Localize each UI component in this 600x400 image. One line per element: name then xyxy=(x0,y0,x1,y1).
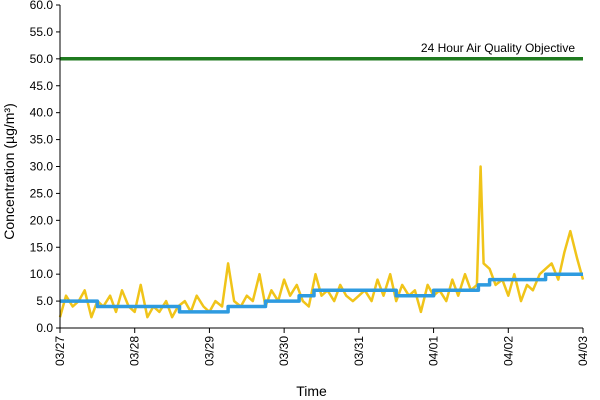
series-line-running-average xyxy=(60,272,583,314)
y-tick-label: 10.0 xyxy=(30,267,54,281)
series-line-hourly xyxy=(58,165,585,319)
y-tick-label: 60.0 xyxy=(30,0,54,12)
y-tick-label: 40.0 xyxy=(30,106,54,120)
x-axis-title: Time xyxy=(296,383,327,399)
y-axis-ticks: 0.0 5.0 10.0 15.0 20.0 25.0 30.0 35.0 40.0 45.0 50… xyxy=(30,0,60,335)
y-tick-label: 30.0 xyxy=(30,160,54,174)
x-tick-label: 03/31 xyxy=(352,336,366,366)
x-tick-label: 03/30 xyxy=(277,336,291,366)
series-layer xyxy=(58,57,585,319)
x-tick-label: 04/01 xyxy=(427,336,441,366)
x-axis-ticks: 03/27 03/28 03/29 03/30 03/31 04/01 04/02 04/03 xyxy=(53,328,590,366)
y-tick-label: 50.0 xyxy=(30,52,54,66)
y-tick-label: 20.0 xyxy=(30,213,54,227)
y-tick-label: 35.0 xyxy=(30,133,54,147)
y-tick-label: 15.0 xyxy=(30,240,54,254)
y-tick-label: 55.0 xyxy=(30,25,54,39)
objective-annotation: 24 Hour Air Quality Objective xyxy=(421,41,575,55)
y-tick-label: 5.0 xyxy=(36,294,53,308)
y-axis-title: Concentration (µg/m³) xyxy=(1,103,17,239)
x-tick-label: 04/02 xyxy=(501,336,515,366)
x-tick-label: 03/27 xyxy=(53,336,67,366)
y-tick-label: 25.0 xyxy=(30,186,54,200)
y-tick-label: 0.0 xyxy=(36,321,53,335)
y-tick-label: 45.0 xyxy=(30,79,54,93)
x-tick-label: 03/29 xyxy=(202,336,216,366)
x-tick-label: 04/03 xyxy=(576,336,590,366)
x-tick-label: 03/28 xyxy=(128,336,142,366)
